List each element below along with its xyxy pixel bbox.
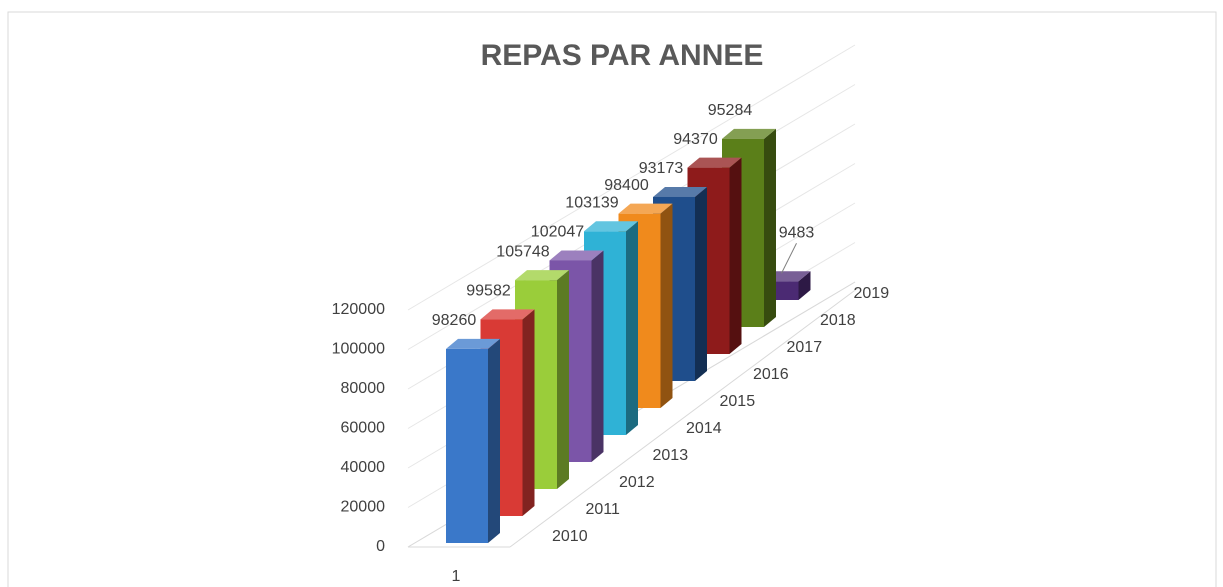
series-label: 2011 xyxy=(586,501,621,518)
bar-top xyxy=(584,221,638,232)
y-tick-label: 40000 xyxy=(341,459,386,476)
y-tick-label: 100000 xyxy=(332,341,385,358)
series-label: 2013 xyxy=(653,447,689,464)
axis-depth-right xyxy=(509,287,859,548)
series-label: 2014 xyxy=(686,420,722,437)
bar-side xyxy=(557,270,569,489)
data-label: 95284 xyxy=(708,102,753,119)
x-tick-label: 1 xyxy=(452,568,461,585)
bar-top xyxy=(480,309,535,320)
bar xyxy=(446,348,488,543)
y-tick-label: 120000 xyxy=(332,301,385,318)
bar-side xyxy=(695,186,707,381)
data-label: 105748 xyxy=(496,243,549,260)
bar-top xyxy=(446,338,500,349)
data-label: 98260 xyxy=(432,312,477,329)
data-label: 98400 xyxy=(604,177,649,194)
bar-top xyxy=(653,186,707,197)
data-label: 103139 xyxy=(565,195,618,212)
bar-side xyxy=(488,338,500,543)
bar-side xyxy=(798,271,811,300)
bar-side xyxy=(522,309,535,516)
bar-side xyxy=(729,157,742,354)
data-label: 9483 xyxy=(779,224,815,241)
data-label: 94370 xyxy=(673,131,718,148)
series-label: 2015 xyxy=(720,393,756,410)
bar-top xyxy=(549,250,604,261)
bar-top xyxy=(687,157,742,168)
bar-top xyxy=(515,270,569,281)
chart-title: REPAS PAR ANNEE xyxy=(481,39,764,72)
data-label: 93173 xyxy=(639,160,684,177)
series-label: 2019 xyxy=(854,285,890,302)
y-tick-label: 20000 xyxy=(341,499,386,516)
bar-top xyxy=(722,128,776,139)
series-label: 2016 xyxy=(753,366,789,383)
data-label: 99582 xyxy=(466,283,511,300)
data-label: 102047 xyxy=(531,224,584,241)
y-tick-label: 80000 xyxy=(341,380,386,397)
series-label: 2017 xyxy=(787,339,823,356)
bar-side xyxy=(591,250,604,462)
bar-side xyxy=(764,128,776,327)
series-label: 2018 xyxy=(820,312,856,329)
label-leader xyxy=(781,243,797,274)
bar-side xyxy=(660,203,673,408)
series-label: 2012 xyxy=(619,474,655,491)
bar-side xyxy=(626,221,638,435)
y-tick-label: 0 xyxy=(376,538,385,555)
y-tick-label: 60000 xyxy=(341,420,386,437)
bar-top xyxy=(618,203,673,214)
series-label: 2010 xyxy=(552,528,588,545)
grid-line xyxy=(407,44,856,311)
